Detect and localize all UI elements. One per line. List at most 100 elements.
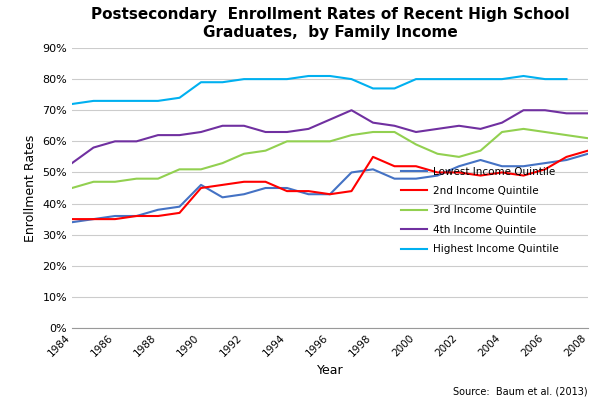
4th Income Quintile (197, 130, 205, 134)
Title: Postsecondary  Enrollment Rates of Recent High School
Graduates,  by Family Inco: Postsecondary Enrollment Rates of Recent… (91, 8, 569, 40)
Line: 3rd Income Quintile: 3rd Income Quintile (72, 129, 588, 188)
Line: Lowest Income Quintile: Lowest Income Quintile (72, 154, 588, 222)
Highest Income Quintile (434, 77, 441, 82)
3rd Income Quintile (112, 179, 119, 184)
3rd Income Quintile (434, 151, 441, 156)
Highest Income Quintile (520, 74, 527, 78)
Lowest Income Quintile (326, 192, 334, 197)
Lowest Income Quintile (455, 164, 463, 169)
Lowest Income Quintile (305, 192, 312, 197)
Line: 2nd Income Quintile: 2nd Income Quintile (72, 151, 588, 219)
4th Income Quintile (112, 139, 119, 144)
Highest Income Quintile (154, 98, 161, 103)
2nd Income Quintile (133, 214, 140, 218)
Lowest Income Quintile (112, 214, 119, 218)
Lowest Income Quintile (541, 161, 548, 166)
2nd Income Quintile (391, 164, 398, 169)
4th Income Quintile (133, 139, 140, 144)
3rd Income Quintile (348, 133, 355, 138)
2nd Income Quintile (348, 189, 355, 194)
3rd Income Quintile (477, 148, 484, 153)
Highest Income Quintile (283, 77, 290, 82)
4th Income Quintile (412, 130, 419, 134)
3rd Income Quintile (370, 130, 377, 134)
Highest Income Quintile (326, 74, 334, 78)
Highest Income Quintile (305, 74, 312, 78)
3rd Income Quintile (305, 139, 312, 144)
Lowest Income Quintile (477, 158, 484, 162)
Lowest Income Quintile (434, 173, 441, 178)
Lowest Income Quintile (90, 217, 97, 222)
2nd Income Quintile (477, 173, 484, 178)
3rd Income Quintile (584, 136, 592, 141)
4th Income Quintile (434, 126, 441, 131)
2nd Income Quintile (219, 182, 226, 187)
Highest Income Quintile (112, 98, 119, 103)
2nd Income Quintile (499, 170, 506, 175)
2nd Income Quintile (176, 210, 183, 215)
Line: 4th Income Quintile: 4th Income Quintile (72, 110, 588, 163)
4th Income Quintile (455, 123, 463, 128)
Highest Income Quintile (563, 77, 570, 82)
3rd Income Quintile (68, 186, 76, 190)
3rd Income Quintile (90, 179, 97, 184)
Lowest Income Quintile (348, 170, 355, 175)
2nd Income Quintile (68, 217, 76, 222)
4th Income Quintile (326, 117, 334, 122)
4th Income Quintile (584, 111, 592, 116)
Highest Income Quintile (499, 77, 506, 82)
3rd Income Quintile (391, 130, 398, 134)
Lowest Income Quintile (391, 176, 398, 181)
2nd Income Quintile (584, 148, 592, 153)
2nd Income Quintile (541, 167, 548, 172)
Highest Income Quintile (241, 77, 248, 82)
Lowest Income Quintile (563, 158, 570, 162)
2nd Income Quintile (283, 189, 290, 194)
3rd Income Quintile (197, 167, 205, 172)
4th Income Quintile (370, 120, 377, 125)
Highest Income Quintile (262, 77, 269, 82)
2nd Income Quintile (241, 179, 248, 184)
Legend: Lowest Income Quintile, 2nd Income Quintile, 3rd Income Quintile, 4th Income Qui: Lowest Income Quintile, 2nd Income Quint… (397, 162, 562, 258)
Text: Source:  Baum et al. (2013): Source: Baum et al. (2013) (454, 386, 588, 396)
2nd Income Quintile (197, 186, 205, 190)
4th Income Quintile (477, 126, 484, 131)
Highest Income Quintile (219, 80, 226, 85)
3rd Income Quintile (520, 126, 527, 131)
2nd Income Quintile (262, 179, 269, 184)
4th Income Quintile (499, 120, 506, 125)
4th Income Quintile (176, 133, 183, 138)
2nd Income Quintile (90, 217, 97, 222)
Lowest Income Quintile (219, 195, 226, 200)
Highest Income Quintile (348, 77, 355, 82)
2nd Income Quintile (434, 170, 441, 175)
4th Income Quintile (541, 108, 548, 113)
2nd Income Quintile (112, 217, 119, 222)
Lowest Income Quintile (499, 164, 506, 169)
4th Income Quintile (305, 126, 312, 131)
Highest Income Quintile (391, 86, 398, 91)
4th Income Quintile (90, 145, 97, 150)
2nd Income Quintile (370, 154, 377, 159)
3rd Income Quintile (283, 139, 290, 144)
Highest Income Quintile (90, 98, 97, 103)
3rd Income Quintile (241, 151, 248, 156)
4th Income Quintile (241, 123, 248, 128)
3rd Income Quintile (219, 161, 226, 166)
2nd Income Quintile (520, 173, 527, 178)
Lowest Income Quintile (68, 220, 76, 225)
3rd Income Quintile (499, 130, 506, 134)
Lowest Income Quintile (520, 164, 527, 169)
3rd Income Quintile (154, 176, 161, 181)
2nd Income Quintile (455, 170, 463, 175)
Lowest Income Quintile (584, 151, 592, 156)
2nd Income Quintile (305, 189, 312, 194)
Lowest Income Quintile (412, 176, 419, 181)
Highest Income Quintile (133, 98, 140, 103)
X-axis label: Year: Year (317, 364, 343, 377)
4th Income Quintile (283, 130, 290, 134)
4th Income Quintile (520, 108, 527, 113)
3rd Income Quintile (412, 142, 419, 147)
4th Income Quintile (219, 123, 226, 128)
Highest Income Quintile (477, 77, 484, 82)
